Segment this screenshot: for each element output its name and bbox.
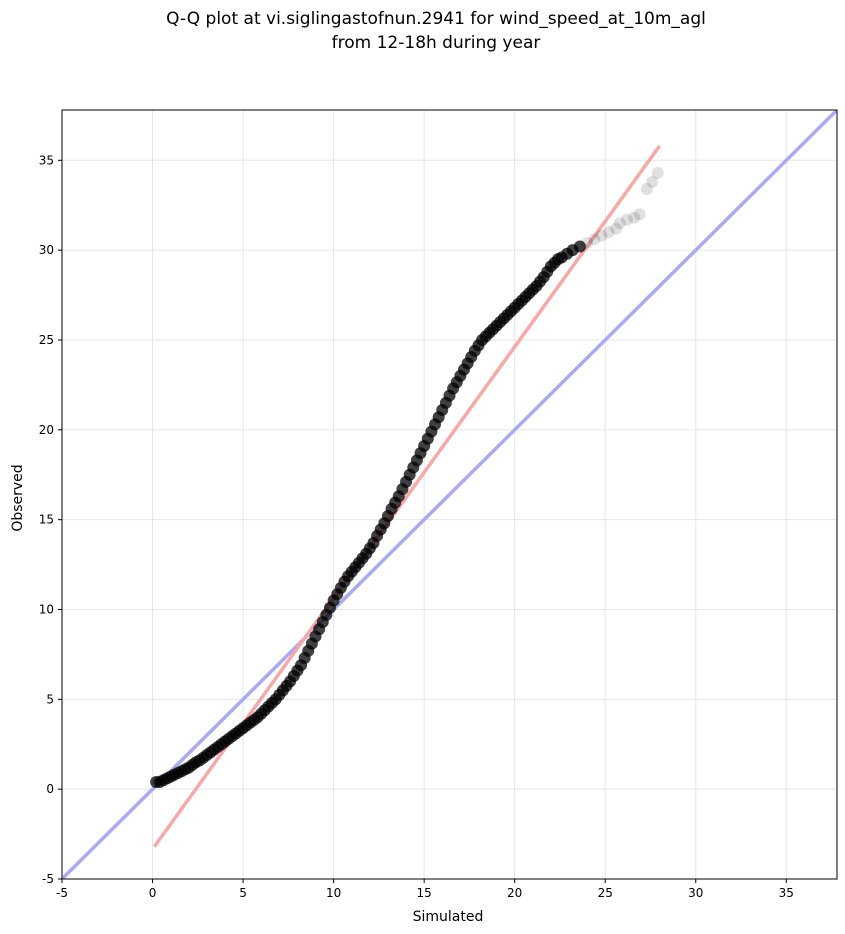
y-tick-label: 35 (39, 153, 54, 167)
x-tick-label: 0 (149, 886, 157, 900)
chart-title-line2: from 12-18h during year (332, 33, 541, 53)
x-tick-label: 20 (507, 886, 522, 900)
x-tick-label: 5 (239, 886, 247, 900)
y-tick-label: 30 (39, 243, 54, 257)
y-tick-label: 25 (39, 333, 54, 347)
x-tick-label: 15 (417, 886, 432, 900)
y-tick-label: -5 (42, 872, 54, 886)
y-tick-label: 0 (46, 782, 54, 796)
y-tick-label: 5 (46, 692, 54, 706)
data-point (651, 166, 664, 179)
x-tick-label: 25 (598, 886, 613, 900)
data-point (640, 183, 653, 196)
data-point (633, 208, 646, 221)
x-tick-label: -5 (56, 886, 68, 900)
y-tick-label: 20 (39, 423, 54, 437)
plot-frame (61, 109, 838, 880)
x-tick-label: 10 (326, 886, 341, 900)
y-tick-label: 10 (39, 602, 54, 616)
data-point (595, 229, 608, 242)
data-points (150, 166, 664, 788)
x-axis-label: Simulated (413, 909, 484, 925)
x-tick-label: 30 (688, 886, 703, 900)
data-point (646, 175, 659, 188)
data-point (581, 236, 594, 249)
data-point (613, 217, 626, 230)
data-point (573, 240, 586, 253)
grid-lines (61, 110, 837, 880)
identity-line (62, 110, 837, 879)
y-tick-label: 15 (39, 513, 54, 527)
data-point (610, 222, 623, 235)
x-tick-label: 35 (779, 886, 794, 900)
data-point (588, 233, 601, 246)
data-point (620, 213, 633, 226)
axes: -5 0 5 10 15 20 25 30 35 -5 0 5 10 15 20 25 30 35 (39, 109, 838, 900)
chart-title-line1: Q-Q plot at vi.siglingastofnun.2941 for … (166, 9, 706, 29)
data-point (602, 226, 615, 239)
reference-lines (62, 110, 837, 879)
data-point (628, 211, 641, 224)
y-axis-label: Observed (10, 464, 26, 531)
